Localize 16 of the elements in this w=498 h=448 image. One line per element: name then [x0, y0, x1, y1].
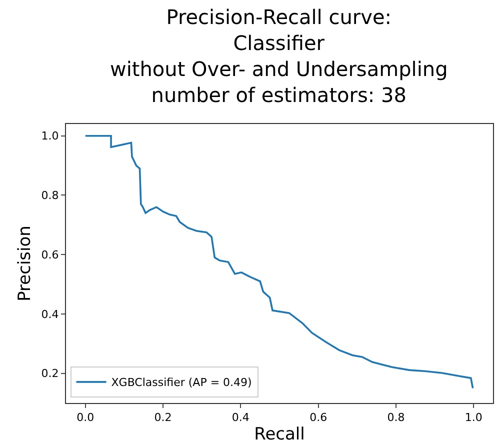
x-tick-label: 0.2 — [154, 411, 172, 424]
y-tick-label: 0.4 — [41, 308, 59, 321]
x-tick-label: 0.4 — [232, 411, 250, 424]
y-tick-label: 0.6 — [41, 248, 59, 262]
x-tick-label: 0.0 — [76, 411, 94, 424]
y-tick-label: 0.8 — [41, 189, 59, 202]
x-tick-label: 0.6 — [310, 411, 328, 424]
line-series — [84, 134, 474, 390]
x-axis-title: Recall — [254, 424, 305, 445]
chart-title: Precision-Recall curve: Classifier without Over- and Undersampling number of estimators: 38 — [110, 5, 448, 107]
y-axis-title: Precision — [14, 226, 35, 302]
legend-label: XGBClassifier (AP = 0.49) — [111, 376, 252, 390]
y-tick-label: 1.0 — [41, 130, 59, 143]
y-tick-label: 0.2 — [41, 367, 59, 380]
x-tick-label: 1.0 — [464, 411, 482, 424]
x-tick-label: 0.8 — [387, 411, 405, 424]
